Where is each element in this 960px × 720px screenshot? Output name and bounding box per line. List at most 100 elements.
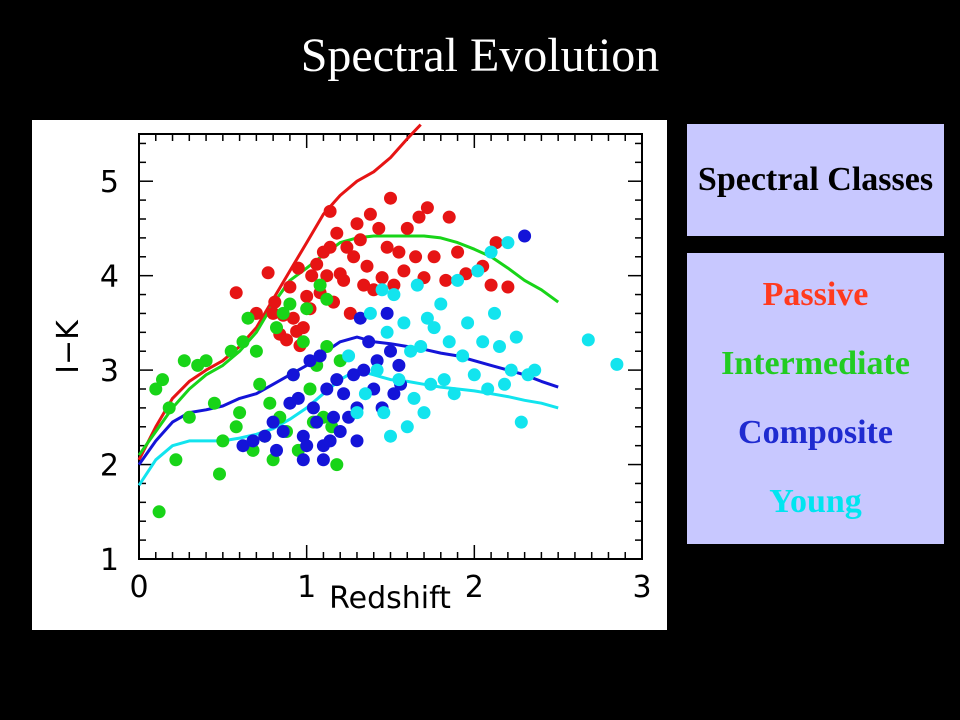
point-composite — [296, 453, 310, 467]
point-composite — [353, 311, 367, 325]
point-young — [498, 377, 511, 391]
point-intermediate — [300, 302, 314, 316]
point-young — [581, 333, 595, 347]
point-composite — [347, 368, 361, 382]
point-intermediate — [182, 410, 196, 424]
point-intermediate — [199, 354, 213, 368]
point-passive — [387, 278, 401, 292]
point-composite — [350, 434, 364, 448]
point-intermediate — [229, 420, 243, 434]
point-intermediate — [253, 377, 267, 391]
curve-young — [137, 368, 559, 487]
point-intermediate — [283, 297, 297, 311]
point-young — [407, 391, 421, 405]
point-composite — [310, 415, 324, 429]
point-composite — [303, 354, 317, 368]
point-passive — [412, 210, 426, 224]
point-passive — [340, 240, 354, 254]
point-passive — [357, 278, 371, 292]
point-composite — [276, 425, 290, 438]
point-passive — [323, 240, 337, 254]
point-passive — [337, 273, 351, 287]
point-young — [467, 368, 481, 382]
point-passive — [384, 191, 397, 205]
point-composite — [380, 306, 394, 320]
point-passive — [372, 221, 386, 235]
point-composite — [266, 415, 280, 429]
point-intermediate — [177, 354, 191, 368]
curve-passive — [137, 123, 422, 461]
point-young — [514, 415, 528, 429]
point-young — [375, 283, 389, 297]
point-young — [471, 264, 485, 278]
x-tick-label: 3 — [632, 570, 651, 605]
point-passive — [268, 295, 282, 309]
x-axis-label: Redshift — [329, 581, 451, 616]
point-intermediate — [276, 306, 290, 320]
legend-header: Spectral Classes — [697, 161, 934, 198]
point-intermediate — [156, 373, 169, 387]
point-passive — [283, 280, 297, 294]
point-passive — [409, 250, 423, 264]
point-composite — [337, 387, 351, 401]
axis-ticks — [138, 134, 643, 560]
point-young — [456, 349, 470, 363]
point-young — [442, 335, 456, 349]
point-intermediate — [149, 382, 163, 396]
point-young — [427, 321, 441, 335]
point-intermediate — [296, 335, 310, 349]
curve-composite — [137, 335, 559, 466]
x-tick-label: 0 — [129, 570, 148, 605]
point-intermediate — [320, 292, 334, 306]
point-intermediate — [224, 344, 238, 358]
point-intermediate — [152, 505, 166, 519]
point-passive — [380, 240, 394, 254]
point-composite — [370, 354, 384, 368]
point-passive — [266, 306, 280, 320]
point-intermediate — [169, 453, 183, 467]
point-passive — [375, 271, 389, 285]
point-young — [484, 245, 498, 259]
point-passive — [397, 264, 411, 278]
point-passive — [427, 250, 441, 264]
point-young — [417, 406, 431, 420]
point-young — [350, 406, 364, 420]
point-composite — [306, 401, 320, 415]
point-young — [392, 373, 406, 387]
point-composite — [327, 410, 340, 424]
point-composite — [246, 434, 260, 448]
point-composite — [330, 373, 344, 387]
point-composite — [316, 453, 330, 467]
point-young — [397, 316, 411, 330]
point-intermediate — [330, 458, 344, 472]
point-composite — [387, 387, 401, 401]
point-composite — [320, 382, 334, 396]
point-passive — [350, 217, 364, 231]
point-composite — [384, 344, 397, 358]
legend-header-box: Spectral Classes — [687, 124, 944, 236]
point-composite — [518, 229, 532, 243]
y-tick-label: 4 — [100, 260, 119, 295]
point-passive — [439, 273, 453, 287]
point-composite — [258, 429, 272, 443]
point-passive — [442, 210, 456, 224]
point-young — [610, 357, 624, 371]
point-young — [370, 363, 384, 377]
point-young — [447, 387, 461, 401]
legend-box: Passive Intermediate Composite Young — [687, 253, 944, 544]
y-tick-label: 5 — [100, 165, 119, 200]
legend-item-passive: Passive — [762, 276, 869, 314]
point-composite — [362, 335, 376, 349]
point-young — [481, 382, 495, 396]
point-composite — [313, 349, 327, 363]
point-composite — [270, 443, 283, 457]
point-passive — [484, 278, 498, 292]
point-young — [414, 340, 428, 353]
point-intermediate — [270, 321, 283, 335]
point-composite — [357, 363, 371, 377]
point-young — [400, 420, 414, 434]
point-intermediate — [216, 434, 230, 448]
point-young — [509, 330, 523, 344]
